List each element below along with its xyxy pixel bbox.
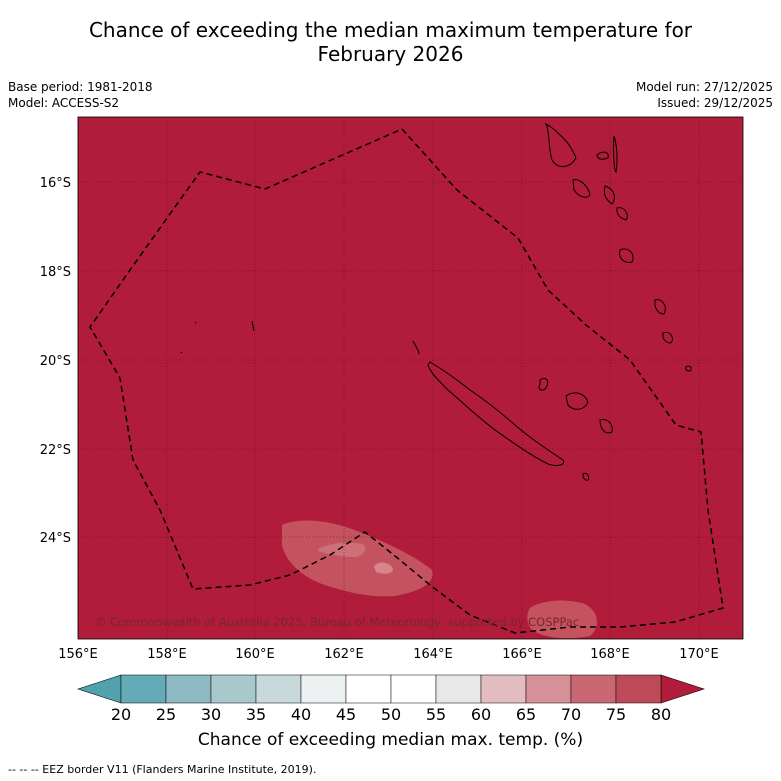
lon-label-156e: 156°E <box>58 647 98 662</box>
probability-field <box>78 117 743 639</box>
meta-left: Base period: 1981-2018 Model: ACCESS-S2 <box>8 79 153 111</box>
vanuatu-malekula <box>572 179 591 198</box>
lat-label-20s: 20°S <box>40 354 71 369</box>
colorbar-bin <box>615 674 662 704</box>
patch-70-75 <box>282 520 433 597</box>
latitude-labels: 16°S 18°S 20°S 22°S 24°S <box>40 176 71 546</box>
colorbar-tick-label: 80 <box>651 705 671 724</box>
colorbar-tick-label: 50 <box>381 705 401 724</box>
colorbar-tick-label: 45 <box>336 705 356 724</box>
vanuatu-espiritu-santo <box>544 122 577 167</box>
colorbar-tick-label: 70 <box>561 705 581 724</box>
colorbar-tick-label: 25 <box>156 705 176 724</box>
loyalty-ouvea <box>538 377 549 391</box>
colorbar-under-arrow <box>77 674 122 704</box>
colorbar-bin <box>120 674 167 704</box>
colorbar-tick-label: 75 <box>606 705 626 724</box>
colorbar-tick-label: 55 <box>426 705 446 724</box>
longitude-labels: 156°E 158°E 160°E 162°E 164°E 166°E 168°… <box>58 647 719 662</box>
lat-label-24s: 24°S <box>40 531 71 546</box>
patch-east <box>527 600 597 639</box>
chesterfield <box>180 320 255 354</box>
colorbar-title: Chance of exceeding median max. temp. (%… <box>197 730 584 750</box>
lon-label-170e: 170°E <box>679 647 719 662</box>
lat-label-18s: 18°S <box>40 265 71 280</box>
colorbar-bin <box>390 674 437 704</box>
vanuatu-efate <box>616 207 628 221</box>
base-period: Base period: 1981-2018 <box>8 80 153 94</box>
colorbar-tick-label: 40 <box>291 705 311 724</box>
eez-footnote: -- -- -- EEZ border V11 (Flanders Marine… <box>8 763 317 776</box>
model-name: Model: ACCESS-S2 <box>8 96 120 110</box>
belep-islands <box>412 340 420 355</box>
colorbar-bin <box>255 674 302 704</box>
colorbar-over-arrow <box>660 674 705 704</box>
issued-date: Issued: 29/12/2025 <box>657 96 773 110</box>
copyright-text: © Commonwealth of Australia 2025, Bureau… <box>95 615 579 629</box>
colorbar-tick-label: 20 <box>111 705 131 724</box>
patch-75-80-inner <box>318 542 366 557</box>
lon-label-164e: 164°E <box>413 647 453 662</box>
colorbar-tick-label: 60 <box>471 705 491 724</box>
vanuatu-epi <box>603 185 615 205</box>
colorbar-bin <box>165 674 212 704</box>
colorbar-tick-label: 35 <box>246 705 266 724</box>
vanuatu-aneityum <box>662 331 673 344</box>
vanuatu-tanna <box>654 299 666 315</box>
coastlines <box>180 122 692 481</box>
loyalty-mare <box>599 419 613 434</box>
vanuatu-erromango <box>619 248 634 263</box>
colorbar-bin <box>570 674 617 704</box>
colorbar-tick-label: 65 <box>516 705 536 724</box>
colorbar-bin <box>525 674 572 704</box>
lon-label-160e: 160°E <box>235 647 275 662</box>
matthew-hunter <box>685 365 692 372</box>
colorbar-bin <box>345 674 392 704</box>
meta-right: Model run: 27/12/2025 Issued: 29/12/2025 <box>636 79 773 111</box>
colorbar-tick-label: 30 <box>201 705 221 724</box>
loyalty-lifou <box>565 392 589 410</box>
eez-border <box>89 128 724 634</box>
patch-inner-small <box>374 562 393 574</box>
lat-label-16s: 16°S <box>40 176 71 191</box>
colorbar-bin <box>210 674 257 704</box>
lon-label-166e: 166°E <box>502 647 542 662</box>
colorbar-bin <box>300 674 347 704</box>
new-caledonia <box>427 361 565 466</box>
map-frame <box>77 116 744 640</box>
lat-label-22s: 22°S <box>40 443 71 458</box>
vanuatu-ambae <box>596 151 609 160</box>
lon-label-158e: 158°E <box>147 647 187 662</box>
colorbar-bin <box>435 674 482 704</box>
colorbar-bin <box>480 674 527 704</box>
vanuatu-pentecost <box>613 135 618 174</box>
lon-label-162e: 162°E <box>324 647 364 662</box>
title-line-1: Chance of exceeding the median maximum t… <box>88 18 693 42</box>
colorbar: 20 25 30 35 40 45 50 55 60 65 70 75 80 <box>77 674 705 724</box>
model-run: Model run: 27/12/2025 <box>635 80 773 94</box>
isle-of-pines <box>582 473 590 481</box>
map-title: Chance of exceeding the median maximum t… <box>0 18 781 66</box>
lon-label-168e: 168°E <box>590 647 630 662</box>
title-line-2: February 2026 <box>317 42 464 66</box>
